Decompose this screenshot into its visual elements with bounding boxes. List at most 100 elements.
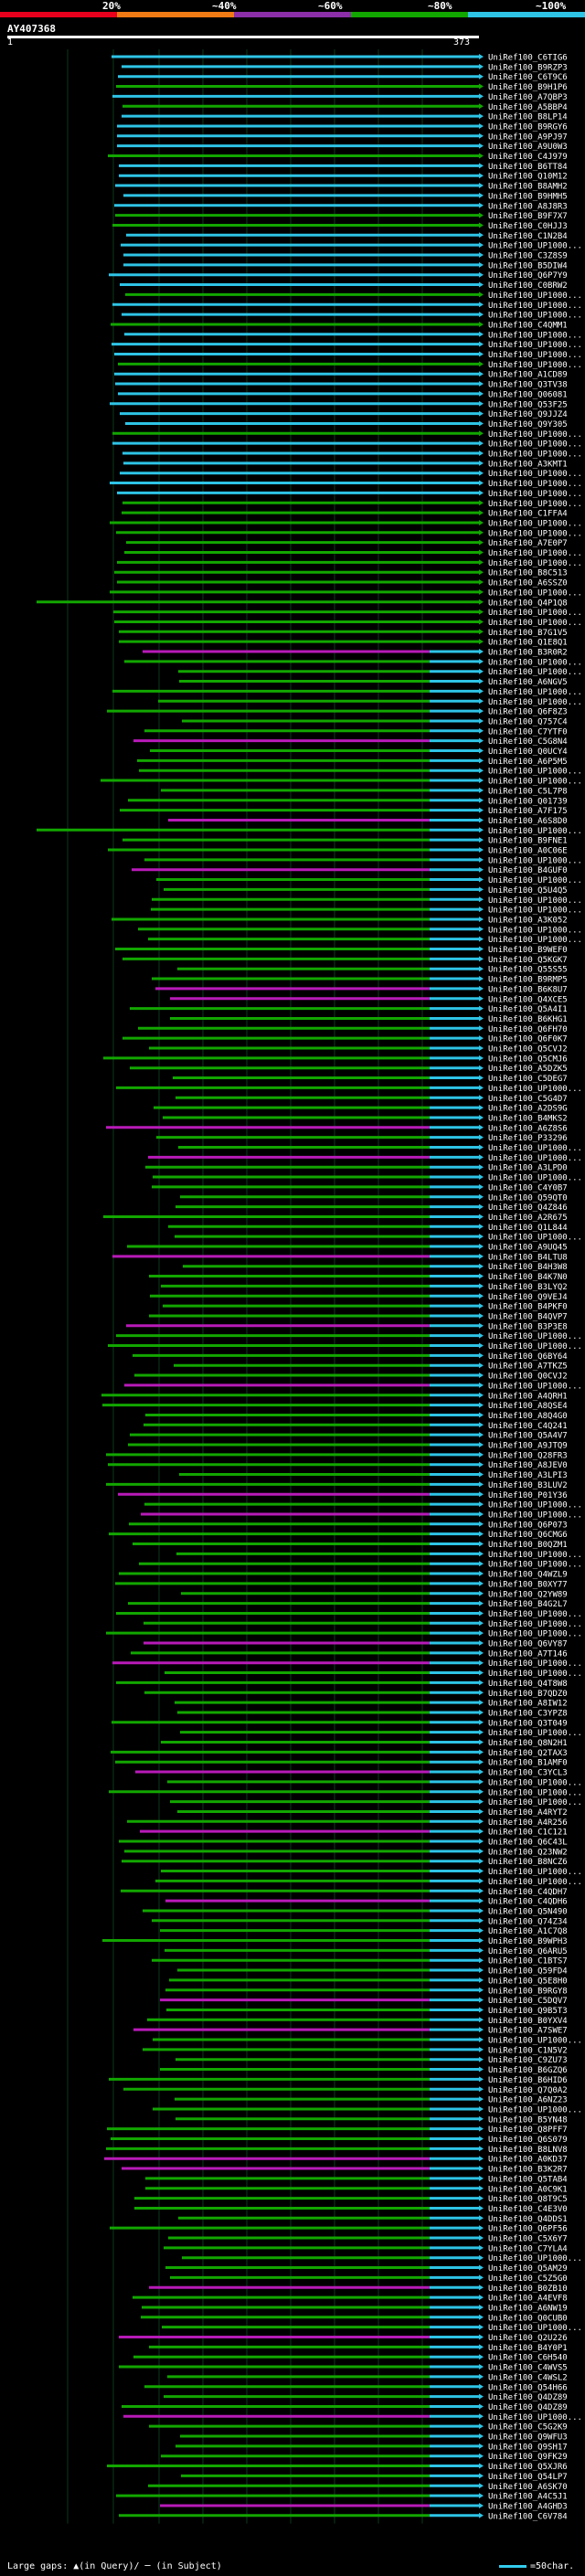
- hit-row[interactable]: UniRef100_UP1000...: [122, 451, 582, 460]
- hit-row[interactable]: UniRef100_B6KHG1: [170, 1015, 568, 1024]
- hit-label[interactable]: UniRef100_Q5N490: [488, 1907, 568, 1916]
- hit-row[interactable]: UniRef100_B4K7N0: [149, 1273, 568, 1282]
- hit-label[interactable]: UniRef100_UP1000...: [488, 688, 582, 697]
- hit-row[interactable]: UniRef100_B3LUV2: [106, 1481, 568, 1490]
- hit-row[interactable]: UniRef100_Q5AM29: [165, 2264, 568, 2274]
- hit-row[interactable]: UniRef100_Q5N490: [143, 1907, 568, 1916]
- hit-row[interactable]: UniRef100_B9RGY6: [117, 122, 568, 132]
- hit-label[interactable]: UniRef100_B5YN48: [488, 2115, 568, 2125]
- hit-label[interactable]: UniRef100_A4GHD3: [488, 2502, 568, 2511]
- hit-label[interactable]: UniRef100_Q9FK29: [488, 2453, 568, 2462]
- hit-label[interactable]: UniRef100_Q5AM29: [488, 2264, 568, 2274]
- hit-row[interactable]: UniRef100_UP1000...: [165, 1670, 582, 1679]
- hit-label[interactable]: UniRef100_A6NW19: [488, 2304, 568, 2313]
- hit-label[interactable]: UniRef100_UP1000...: [488, 1551, 582, 1560]
- hit-label[interactable]: UniRef100_UP1000...: [488, 896, 582, 906]
- hit-row[interactable]: UniRef100_Q4WZL9: [119, 1571, 568, 1580]
- hit-label[interactable]: UniRef100_A6S8D0: [488, 817, 568, 826]
- hit-label[interactable]: UniRef100_Q10M12: [488, 173, 568, 182]
- hit-label[interactable]: UniRef100_C5G4D7: [488, 1095, 568, 1104]
- hit-label[interactable]: UniRef100_UP1000...: [488, 430, 582, 440]
- hit-label[interactable]: UniRef100_B4Y0P1: [488, 2344, 568, 2353]
- hit-label[interactable]: UniRef100_UP1000...: [488, 1144, 582, 1153]
- hit-label[interactable]: UniRef100_C3Z8S9: [488, 252, 568, 261]
- hit-row[interactable]: UniRef100_Q1L844: [168, 1224, 568, 1233]
- hit-row[interactable]: UniRef100_Q55S55: [177, 966, 568, 975]
- hit-row[interactable]: UniRef100_Q5TAB4: [145, 2175, 568, 2184]
- hit-row[interactable]: UniRef100_A4EVF8: [133, 2295, 568, 2304]
- hit-label[interactable]: UniRef100_UP1000...: [488, 549, 582, 558]
- hit-row[interactable]: UniRef100_Q5E8H0: [169, 1977, 568, 1986]
- hit-label[interactable]: UniRef100_Q59FD4: [488, 1967, 568, 1977]
- hit-label[interactable]: UniRef100_Q55S55: [488, 966, 568, 975]
- hit-label[interactable]: UniRef100_Q6ARU5: [488, 1947, 568, 1956]
- hit-label[interactable]: UniRef100_B8LP14: [488, 113, 568, 122]
- hit-row[interactable]: UniRef100_UP1000...: [110, 480, 582, 489]
- hit-row[interactable]: UniRef100_B5DIW4: [123, 261, 568, 270]
- hit-label[interactable]: UniRef100_A6Z8S6: [488, 1124, 568, 1133]
- hit-label[interactable]: UniRef100_A4C5J1: [488, 2493, 568, 2502]
- hit-row[interactable]: UniRef100_Q5KGK7: [122, 956, 568, 965]
- hit-label[interactable]: UniRef100_A9PJ97: [488, 133, 568, 142]
- hit-row[interactable]: UniRef100_Q6P073: [129, 1521, 568, 1530]
- hit-row[interactable]: UniRef100_UP1000...: [141, 1511, 582, 1520]
- hit-label[interactable]: UniRef100_B8LNV8: [488, 2146, 568, 2155]
- hit-label[interactable]: UniRef100_A4RYT2: [488, 1808, 568, 1818]
- hit-row[interactable]: UniRef100_Q6P7Y9: [109, 271, 568, 281]
- hit-row[interactable]: UniRef100_Q5CMJ6: [103, 1055, 568, 1064]
- hit-label[interactable]: UniRef100_C4WSL2: [488, 2373, 568, 2382]
- hit-label[interactable]: UniRef100_UP1000...: [488, 778, 582, 787]
- hit-label[interactable]: UniRef100_Q5A4I1: [488, 1005, 568, 1014]
- hit-row[interactable]: UniRef100_A3KMT1: [123, 460, 568, 469]
- hit-row[interactable]: UniRef100_B8LP14: [122, 113, 568, 122]
- hit-row[interactable]: UniRef100_UP1000...: [113, 609, 582, 618]
- hit-label[interactable]: UniRef100_A7TKZ5: [488, 1362, 568, 1372]
- hit-label[interactable]: UniRef100_C6TIG6: [488, 54, 568, 63]
- hit-label[interactable]: UniRef100_C4QMM1: [488, 321, 568, 330]
- hit-label[interactable]: UniRef100_Q4T8W8: [488, 1680, 568, 1689]
- hit-row[interactable]: UniRef100_Q0CUB0: [141, 2314, 568, 2323]
- hit-label[interactable]: UniRef100_Q4XCE5: [488, 995, 568, 1004]
- hit-label[interactable]: UniRef100_UP1000...: [488, 500, 582, 509]
- hit-row[interactable]: UniRef100_C4QMM1: [111, 321, 568, 330]
- hit-row[interactable]: UniRef100_A4RYT2: [177, 1808, 568, 1818]
- hit-row[interactable]: UniRef100_UP1000...: [125, 292, 582, 301]
- hit-row[interactable]: UniRef100_A7TKZ5: [174, 1362, 568, 1372]
- hit-row[interactable]: UniRef100_A5DZK5: [130, 1065, 568, 1074]
- hit-label[interactable]: UniRef100_Q9B5T3: [488, 2007, 568, 2016]
- hit-label[interactable]: UniRef100_Q1L844: [488, 1224, 568, 1233]
- hit-row[interactable]: UniRef100_C3YPZ8: [177, 1709, 568, 1718]
- hit-label[interactable]: UniRef100_UP1000...: [488, 1868, 582, 1877]
- hit-label[interactable]: UniRef100_A6SSZ0: [488, 579, 568, 588]
- hit-label[interactable]: UniRef100_A7E0P7: [488, 539, 568, 548]
- hit-row[interactable]: UniRef100_UP1000...: [116, 1332, 582, 1341]
- hit-label[interactable]: UniRef100_C4Y0B7: [488, 1183, 568, 1193]
- hit-label[interactable]: UniRef100_B9RGY6: [488, 122, 568, 132]
- hit-row[interactable]: UniRef100_Q4XCE5: [170, 995, 568, 1004]
- hit-row[interactable]: UniRef100_B9RZP3: [122, 63, 568, 72]
- hit-row[interactable]: UniRef100_Q59QT0: [180, 1193, 568, 1203]
- hit-label[interactable]: UniRef100_C9ZU73: [488, 2056, 568, 2065]
- hit-label[interactable]: UniRef100_UP1000...: [488, 619, 582, 628]
- hit-row[interactable]: UniRef100_Q6PF56: [110, 2225, 568, 2234]
- hit-label[interactable]: UniRef100_Q54H66: [488, 2383, 568, 2392]
- hit-label[interactable]: UniRef100_Q757C4: [488, 717, 568, 726]
- hit-row[interactable]: UniRef100_B9FNE1: [122, 837, 568, 846]
- hit-row[interactable]: UniRef100_Q6CMG6: [109, 1531, 568, 1540]
- hit-label[interactable]: UniRef100_UP1000...: [488, 936, 582, 945]
- hit-row[interactable]: UniRef100_A3K052: [112, 916, 568, 925]
- hit-row[interactable]: UniRef100_Q8N2H1: [161, 1739, 568, 1748]
- hit-row[interactable]: UniRef100_A4R256: [127, 1818, 568, 1828]
- hit-label[interactable]: UniRef100_C4Q241: [488, 1422, 568, 1431]
- hit-label[interactable]: UniRef100_B8AMH2: [488, 183, 568, 192]
- hit-label[interactable]: UniRef100_C1N5V2: [488, 2046, 568, 2055]
- hit-label[interactable]: UniRef100_UP1000...: [488, 658, 582, 667]
- hit-row[interactable]: UniRef100_A8Q4G0: [145, 1412, 568, 1421]
- hit-row[interactable]: UniRef100_UP1000...: [161, 1868, 582, 1877]
- hit-label[interactable]: UniRef100_UP1000...: [488, 351, 582, 360]
- hit-label[interactable]: UniRef100_B3P3E8: [488, 1322, 568, 1331]
- hit-row[interactable]: UniRef100_UP1000...: [101, 778, 582, 787]
- hit-label[interactable]: UniRef100_B9FNE1: [488, 837, 568, 846]
- hit-row[interactable]: UniRef100_UP1000...: [151, 906, 582, 916]
- hit-row[interactable]: UniRef100_A0KD37: [104, 2156, 568, 2165]
